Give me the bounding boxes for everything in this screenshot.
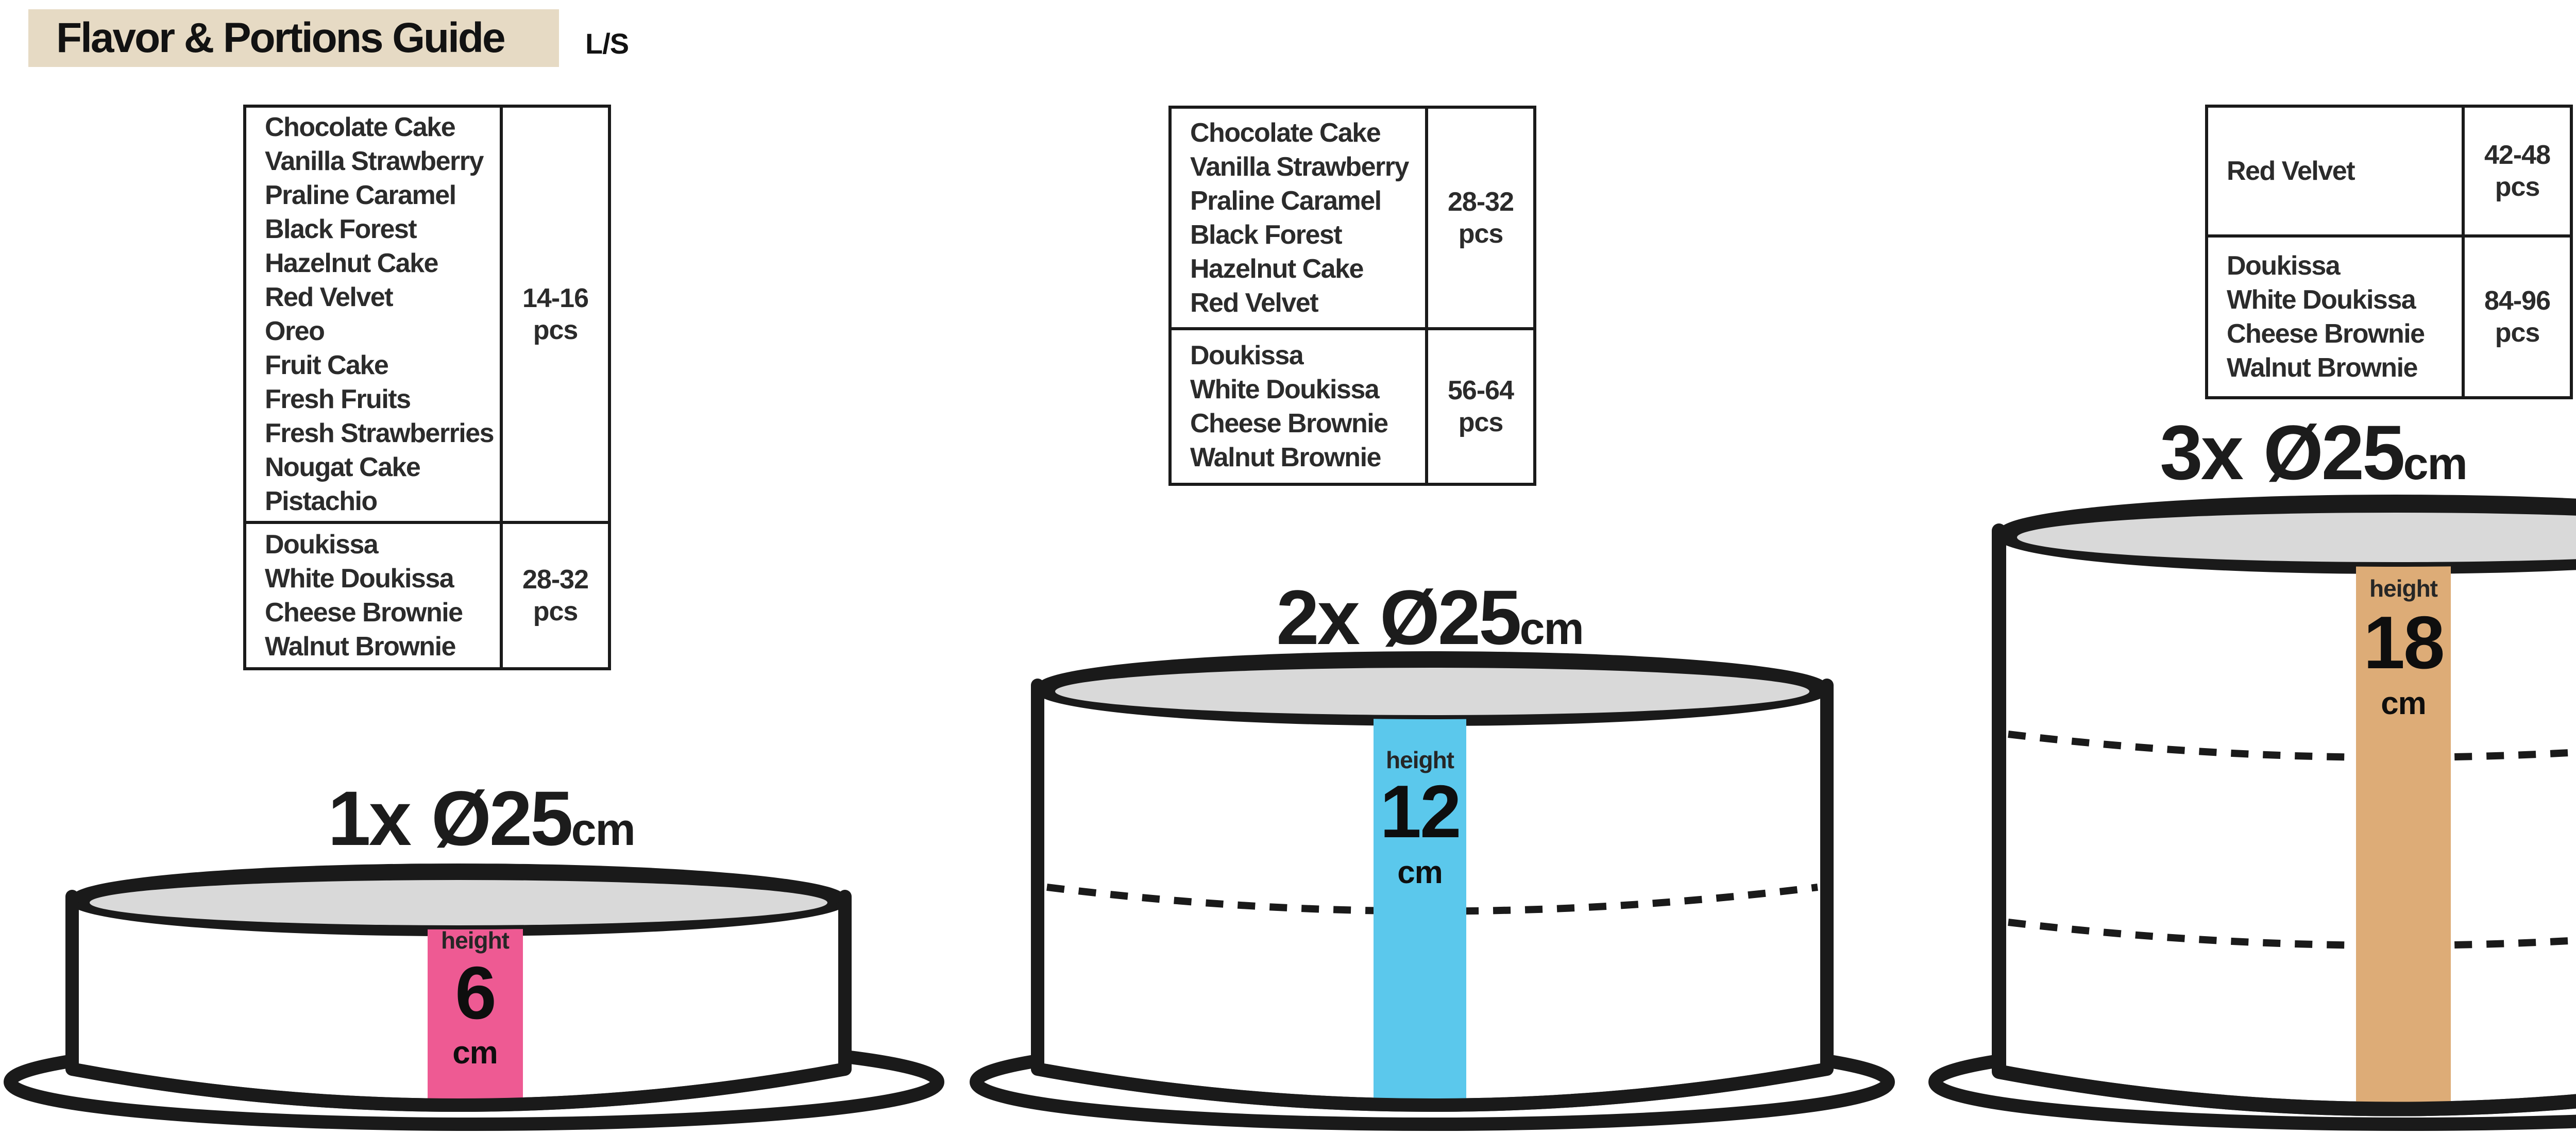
table-row: Red Velvet 42-48 pcs bbox=[2208, 108, 2570, 234]
cake-1-height-bar bbox=[428, 925, 523, 1102]
cake-3-bottom-edge bbox=[1997, 1064, 2576, 1116]
portions-value: 56-64 pcs bbox=[1448, 376, 1514, 437]
cake-1-size-label: 1x Ø25cm bbox=[328, 774, 636, 863]
flavor-list: Doukissa White Doukissa Cheese Brownie W… bbox=[246, 524, 503, 667]
cake-1-top-surface bbox=[90, 880, 827, 925]
cake-3-top-surface bbox=[2017, 513, 2576, 562]
cake-1-bottom-edge bbox=[71, 1062, 846, 1112]
flavor-list: Doukissa White Doukissa Cheese Brownie W… bbox=[1172, 330, 1428, 483]
cake-3-height-unit: cm bbox=[2381, 686, 2427, 721]
cake-3-diameter: Ø25 bbox=[2263, 409, 2405, 496]
cake-3-body bbox=[1992, 523, 2576, 1116]
cake-2-diameter: Ø25 bbox=[1380, 574, 1522, 661]
cake-2-height-unit: cm bbox=[1397, 855, 1443, 890]
table-row: Doukissa White Doukissa Cheese Brownie W… bbox=[2208, 234, 2570, 396]
portions-value: 14-16 pcs bbox=[522, 283, 589, 345]
flavor-list: Red Velvet bbox=[2208, 108, 2465, 234]
cake-2-top-surface bbox=[1055, 668, 1809, 715]
cake-3-height-bar bbox=[2356, 562, 2451, 1104]
title-bar: Flavor & Portions Guide bbox=[28, 9, 559, 67]
portions-value: 28-32 pcs bbox=[1448, 187, 1514, 249]
cake-1-count: 1x bbox=[328, 775, 412, 861]
cake-3-diameter-unit: cm bbox=[2403, 438, 2468, 489]
cake-2-diameter-unit: cm bbox=[1519, 603, 1584, 654]
table-row: Chocolate Cake Vanilla Strawberry Pralin… bbox=[246, 108, 608, 521]
cake-1-diameter-unit: cm bbox=[571, 804, 636, 855]
table-row: Chocolate Cake Vanilla Strawberry Pralin… bbox=[1172, 109, 1533, 327]
portions-value: 42-48 pcs bbox=[2484, 140, 2551, 202]
flavor-list: Doukissa White Doukissa Cheese Brownie W… bbox=[2208, 238, 2465, 396]
cake-2-height-value: 12 bbox=[1380, 770, 1461, 853]
cake-1-diameter: Ø25 bbox=[431, 775, 573, 861]
cake-3-drawing bbox=[1928, 495, 2576, 1131]
cake-2-height-word: height bbox=[1386, 747, 1454, 773]
cake-1-height-unit: cm bbox=[452, 1035, 498, 1071]
flavor-table-3: Red Velvet 42-48 pcs Doukissa White Douk… bbox=[2205, 105, 2573, 399]
cake-2-drawing bbox=[970, 651, 1895, 1131]
flavor-table-2: Chocolate Cake Vanilla Strawberry Pralin… bbox=[1168, 106, 1536, 486]
page-title: Flavor & Portions Guide bbox=[56, 14, 506, 61]
cake-2-bottom-edge bbox=[1036, 1062, 1828, 1112]
portions-value: 84-96 pcs bbox=[2484, 286, 2551, 348]
cake-1-height-value: 6 bbox=[455, 951, 497, 1035]
flavor-list: Chocolate Cake Vanilla Strawberry Pralin… bbox=[1172, 109, 1428, 327]
cake-2-count: 2x bbox=[1276, 574, 1360, 661]
flavor-list: Chocolate Cake Vanilla Strawberry Pralin… bbox=[246, 108, 503, 521]
portions-value: 28-32 pcs bbox=[522, 565, 589, 627]
cake-1-height-word: height bbox=[441, 927, 510, 954]
cake-3-height-word: height bbox=[2369, 575, 2438, 602]
cake-3-size-label: 3x Ø25cm bbox=[2160, 408, 2468, 497]
cake-2-size-label: 2x Ø25cm bbox=[1276, 573, 1584, 662]
cake-1-drawing bbox=[4, 864, 944, 1131]
cake-2-height-bar bbox=[1374, 715, 1466, 1103]
cake-3-height-value: 18 bbox=[2363, 601, 2445, 684]
table-row: Doukissa White Doukissa Cheese Brownie W… bbox=[246, 521, 608, 667]
size-code-label: L/S bbox=[585, 27, 629, 60]
cake-3-count: 3x bbox=[2160, 409, 2244, 496]
flavor-table-1: Chocolate Cake Vanilla Strawberry Pralin… bbox=[243, 105, 611, 670]
table-row: Doukissa White Doukissa Cheese Brownie W… bbox=[1172, 327, 1533, 483]
